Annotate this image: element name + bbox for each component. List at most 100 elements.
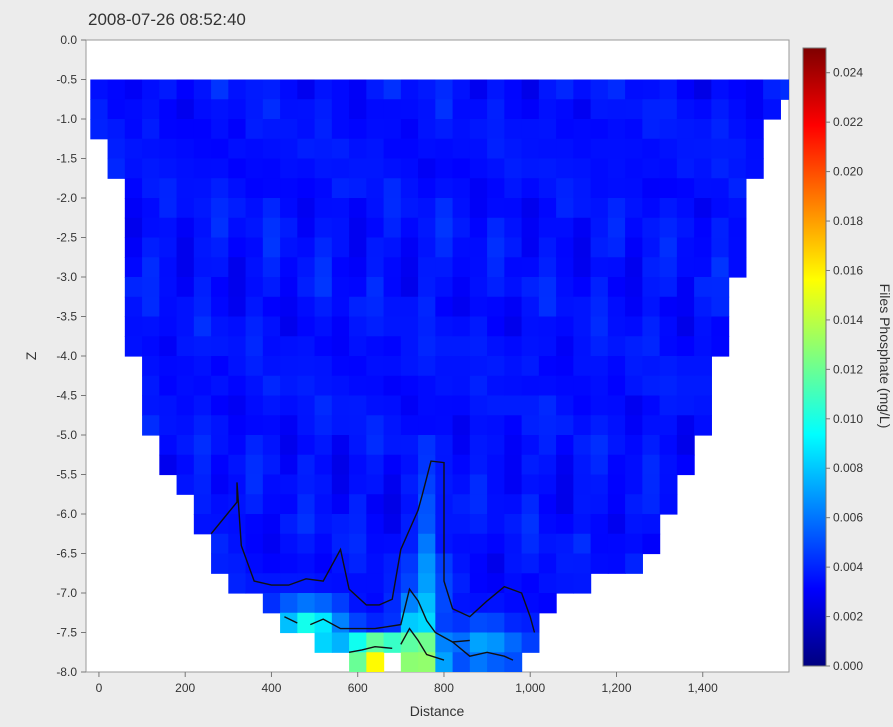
heatmap-cell (694, 99, 712, 120)
heatmap-cell (193, 454, 212, 476)
heatmap-cell (383, 415, 402, 436)
heatmap-cell (383, 533, 402, 555)
heatmap-cell (504, 612, 523, 634)
heatmap-cell (400, 138, 419, 160)
y-tick-label: -8.0 (56, 665, 77, 679)
heatmap-cell (521, 612, 540, 634)
heatmap-cell (521, 296, 540, 318)
heatmap-cell (366, 198, 385, 219)
heatmap-cell (607, 119, 626, 140)
heatmap-cell (331, 375, 350, 397)
heatmap-cell (435, 257, 454, 278)
heatmap-cell (487, 178, 505, 199)
heatmap-cell (400, 474, 419, 495)
heatmap-cell (245, 494, 264, 515)
heatmap-cell (211, 178, 229, 199)
heatmap-cell (573, 296, 592, 318)
heatmap-cell (331, 514, 350, 535)
heatmap-cell (452, 237, 471, 258)
heatmap-cell (728, 158, 747, 179)
heatmap-cell (659, 158, 678, 179)
heatmap-cell (418, 395, 436, 416)
heatmap-cell (418, 138, 436, 160)
heatmap-cell (314, 356, 333, 377)
heatmap-cell (331, 435, 350, 456)
heatmap-cell (228, 316, 247, 337)
heatmap-cell (435, 415, 454, 436)
heatmap-cell (642, 514, 661, 535)
heatmap-cell (383, 217, 402, 239)
heatmap-cell (418, 514, 436, 535)
heatmap-cell (694, 336, 712, 357)
heatmap-cell (642, 415, 661, 436)
colorbar-ticks: 0.000 0.002 0.004 0.006 0.008 0.010 0.012 0.014… (826, 66, 863, 673)
heatmap-cell (642, 158, 661, 179)
heatmap-cell (469, 612, 488, 634)
heatmap-cell (176, 237, 195, 258)
heatmap-cell (366, 593, 385, 614)
heatmap-cell (590, 415, 609, 436)
heatmap-cell (538, 178, 557, 199)
heatmap-cell (280, 336, 298, 357)
contour-line (210, 460, 536, 633)
heatmap-cell (211, 395, 229, 416)
heatmap-cell (331, 119, 350, 140)
heatmap-cell (607, 454, 626, 476)
heatmap-cell (228, 573, 247, 594)
heatmap-cell (452, 454, 471, 476)
heatmap-cell (331, 316, 350, 337)
heatmap-cell (176, 119, 195, 140)
heatmap-cell (642, 316, 661, 337)
heatmap-cell (400, 494, 419, 515)
heatmap-cell (193, 277, 212, 298)
heatmap-cell (366, 158, 385, 179)
heatmap-cell (159, 119, 178, 140)
heatmap-cell (590, 494, 609, 515)
heatmap-cell (245, 79, 264, 100)
heatmap-cell (349, 612, 367, 634)
heatmap-cell (383, 277, 402, 298)
heatmap-cell (297, 138, 316, 160)
heatmap-cell (193, 198, 212, 219)
colorbar-tick-label: 0.016 (833, 263, 863, 277)
heatmap-cell (228, 99, 247, 120)
heatmap-cell (366, 573, 385, 594)
heatmap-cell (538, 415, 557, 436)
heatmap-cell (469, 237, 488, 258)
heatmap-cell (349, 79, 367, 100)
heatmap-cell (176, 178, 195, 199)
heatmap-cell (400, 514, 419, 535)
heatmap-cell (314, 494, 333, 515)
heatmap-cell (607, 316, 626, 337)
heatmap-cell (262, 474, 281, 495)
heatmap-cell (193, 257, 212, 278)
heatmap-cell (159, 375, 178, 397)
heatmap-cell (452, 296, 471, 318)
heatmap-cell (400, 454, 419, 476)
heatmap-cell (366, 435, 385, 456)
heatmap-cell (107, 158, 126, 179)
heatmap-cell (383, 573, 402, 594)
heatmap-cell (711, 316, 730, 337)
x-tick-label: 800 (434, 681, 454, 695)
heatmap-cell (245, 257, 264, 278)
heatmap-cell (435, 138, 454, 160)
heatmap-cell (262, 435, 281, 456)
heatmap-cell (625, 257, 643, 278)
heatmap-cell (469, 474, 488, 495)
heatmap-cell (142, 237, 160, 258)
heatmap-cell (452, 277, 471, 298)
colorbar-tick-label: 0.014 (833, 313, 863, 327)
heatmap-cell (297, 316, 316, 337)
heatmap-cell (366, 632, 385, 653)
contour-line (348, 645, 393, 653)
heatmap-cell (521, 336, 540, 357)
heatmap-cell (211, 217, 229, 239)
heatmap-cell (400, 158, 419, 179)
heatmap-cell (556, 395, 574, 416)
y-tick-label: -4.0 (56, 349, 77, 363)
heatmap-cell (676, 217, 695, 239)
heatmap-cell (607, 435, 626, 456)
heatmap-cell (469, 573, 488, 594)
heatmap-cell (228, 533, 247, 555)
